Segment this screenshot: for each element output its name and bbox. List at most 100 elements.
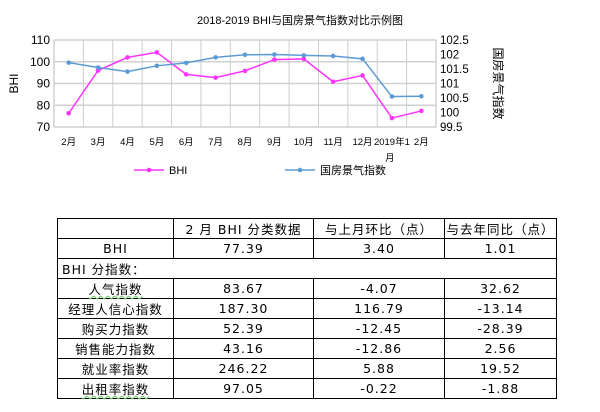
header-cell: 与去年同比（点） <box>444 218 557 239</box>
data-point <box>389 94 395 99</box>
data-point <box>272 57 277 62</box>
header-cell: 与上月环比（点） <box>313 218 445 239</box>
bhi-data-table: 2 月 BHI 分类数据 与上月环比（点） 与去年同比（点） BHI 77.39… <box>57 218 557 399</box>
cell: 83.67 <box>173 278 314 299</box>
cell: 32.62 <box>444 278 557 299</box>
row-label: 人气指数 <box>57 278 174 299</box>
data-point <box>360 73 365 78</box>
section-row: BHI 分指数： <box>57 258 557 279</box>
bhi-comparison-chart: 2018-2019 BHI与国房景气指数对比示例图 70 80 90 100 110 99.… <box>7 13 506 177</box>
y-tick-label: 100 <box>30 55 50 69</box>
cell: 246.22 <box>173 358 314 379</box>
cell: -0.22 <box>313 378 445 399</box>
y-tick-label: 110 <box>31 33 50 47</box>
row-label: BHI <box>57 238 174 259</box>
cell: 5.88 <box>313 358 445 379</box>
table-row: 出租率指数 97.05 -0.22 -1.88 <box>57 378 557 399</box>
cell: -12.45 <box>313 318 445 339</box>
header-cell <box>57 218 174 239</box>
row-label: 经理人信心指数 <box>57 298 174 319</box>
section-label: BHI 分指数： <box>57 258 557 279</box>
cell: 2.56 <box>444 338 557 359</box>
x-tick-label: 2月 <box>414 137 429 148</box>
cell: 116.79 <box>313 298 445 319</box>
table-row: 经理人信心指数 187.30 116.79 -13.14 <box>57 298 557 319</box>
data-point <box>213 55 218 60</box>
cell: 97.05 <box>173 378 314 399</box>
table-row: 就业率指数 246.22 5.88 19.52 <box>57 358 557 379</box>
cell: 43.16 <box>173 338 314 359</box>
y2-tick-label: 99.5 <box>440 122 462 134</box>
data-point <box>95 65 101 70</box>
row-label: 出租率指数 <box>57 378 174 399</box>
data-point <box>301 56 307 62</box>
data-point <box>360 56 365 62</box>
data-point <box>125 55 130 60</box>
cell: -12.86 <box>313 338 445 359</box>
row-label: 购买力指数 <box>57 318 174 339</box>
data-point <box>242 52 248 58</box>
y2-tick-label: 101.5 <box>440 64 469 76</box>
data-point <box>242 68 248 74</box>
data-point <box>330 79 336 85</box>
data-point <box>183 72 189 77</box>
data-point <box>330 53 336 59</box>
legend-label: BHI <box>169 165 187 177</box>
x-tick-label: 2019年1 <box>374 136 410 148</box>
row-label-text: 人气指数 <box>88 282 143 297</box>
x-tick-label: 11月 <box>323 137 342 148</box>
data-point <box>272 52 277 57</box>
x-tick-label: 2月 <box>61 137 76 148</box>
header-cell: 2 月 BHI 分类数据 <box>173 218 314 239</box>
data-point <box>66 60 71 65</box>
y2-axis-label: 国房景气指数 <box>491 47 506 119</box>
y-tick-label: 80 <box>37 98 51 112</box>
x-tick-label: 12月 <box>352 137 372 148</box>
data-point <box>154 63 160 69</box>
y-tick-label: 90 <box>37 77 51 91</box>
cell: 187.30 <box>173 298 314 319</box>
cell: -4.07 <box>313 278 445 299</box>
data-point <box>389 115 395 121</box>
data-point <box>213 75 218 80</box>
cell: 77.39 <box>173 238 314 259</box>
x-tick-label: 3月 <box>91 137 106 148</box>
row-label: 销售能力指数 <box>57 338 174 359</box>
cell: 52.39 <box>173 318 314 339</box>
legend-marker <box>146 167 152 173</box>
cell: -13.14 <box>444 298 557 319</box>
x-tick-label: 5月 <box>149 137 164 148</box>
cell: -1.88 <box>444 378 557 399</box>
table-row: BHI 77.39 3.40 1.01 <box>57 238 557 259</box>
x-tick-label: 6月 <box>179 137 194 148</box>
x-tick-label: 4月 <box>120 137 135 148</box>
cell: 3.40 <box>313 238 445 259</box>
x-tick-label: 7月 <box>208 137 223 148</box>
y2-tick-label: 100 <box>440 108 459 120</box>
y2-tick-label: 102 <box>440 50 459 62</box>
x-tick-label: 10月 <box>294 137 314 148</box>
data-point <box>419 93 424 99</box>
x-tick-label: 8月 <box>238 137 253 148</box>
table-row: 购买力指数 52.39 -12.45 -28.39 <box>57 318 557 339</box>
x-tick-label: 月 <box>385 153 395 164</box>
table-row: 人气指数 83.67 -4.07 32.62 <box>57 278 557 299</box>
y2-tick-label: 102.5 <box>440 35 469 47</box>
data-point <box>419 108 424 114</box>
data-point <box>66 110 71 116</box>
data-point <box>125 69 130 74</box>
y2-tick-label: 100.5 <box>440 93 469 105</box>
row-label-text: 出租率指数 <box>81 382 150 397</box>
data-point <box>301 53 307 58</box>
x-tick-label: 9月 <box>267 137 282 148</box>
chart-title: 2018-2019 BHI与国房景气指数对比示例图 <box>197 13 403 27</box>
row-label: 就业率指数 <box>57 358 174 379</box>
y-axis-label: BHI <box>7 73 21 93</box>
data-point <box>154 50 160 55</box>
y2-tick-label: 101 <box>440 79 459 91</box>
cell: 1.01 <box>444 238 557 259</box>
legend-marker <box>297 167 303 173</box>
data-point <box>183 60 189 66</box>
table-row: 销售能力指数 43.16 -12.86 2.56 <box>57 338 557 359</box>
y-tick-label: 70 <box>37 120 51 134</box>
